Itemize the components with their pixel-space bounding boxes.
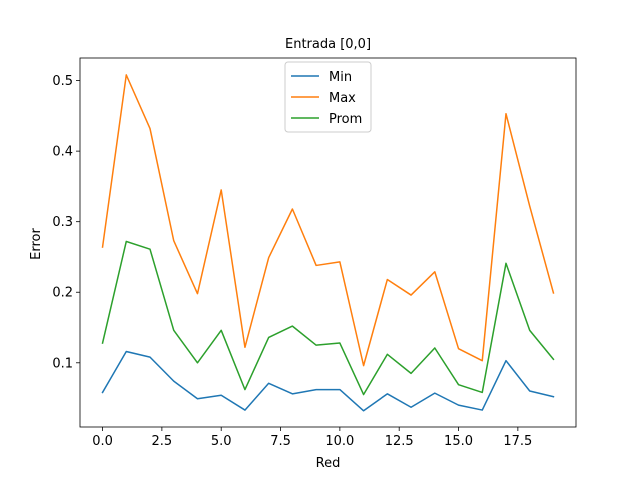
legend-label-max: Max (329, 91, 356, 106)
legend: Min Max Prom (284, 61, 372, 133)
legend-label-prom: Prom (329, 112, 362, 127)
series-line-min (101, 350, 555, 412)
legend-label-min: Min (329, 70, 352, 85)
y-axis-ticks: 0.1 0.2 0.3 0.4 0.5 (52, 74, 80, 371)
x-tick-label: 0.0 (92, 434, 113, 449)
series-line-prom (101, 240, 555, 396)
series-line-max (101, 74, 555, 367)
x-tick-label: 12.5 (385, 434, 414, 449)
chart-title: Entrada [0,0] (285, 37, 371, 52)
x-tick-label: 15.0 (444, 434, 473, 449)
plot-frame (79, 57, 577, 428)
y-tick-label: 0.5 (52, 74, 73, 89)
plot-area (79, 57, 577, 428)
x-axis-label: Red (316, 456, 341, 471)
x-tick-label: 17.5 (503, 434, 532, 449)
y-axis-label: Error (29, 228, 44, 260)
y-tick-label: 0.3 (52, 215, 73, 230)
y-tick-label: 0.4 (52, 145, 73, 160)
y-tick-label: 0.2 (52, 286, 73, 301)
x-tick-label: 5.0 (211, 434, 232, 449)
x-tick-label: 2.5 (152, 434, 173, 449)
x-tick-label: 10.0 (325, 434, 354, 449)
y-tick-label: 0.1 (52, 356, 73, 371)
x-tick-label: 7.5 (270, 434, 291, 449)
x-axis-ticks: 0.0 2.5 5.0 7.5 10.0 12.5 15.0 17.5 (92, 427, 532, 449)
legend-box (284, 61, 372, 133)
